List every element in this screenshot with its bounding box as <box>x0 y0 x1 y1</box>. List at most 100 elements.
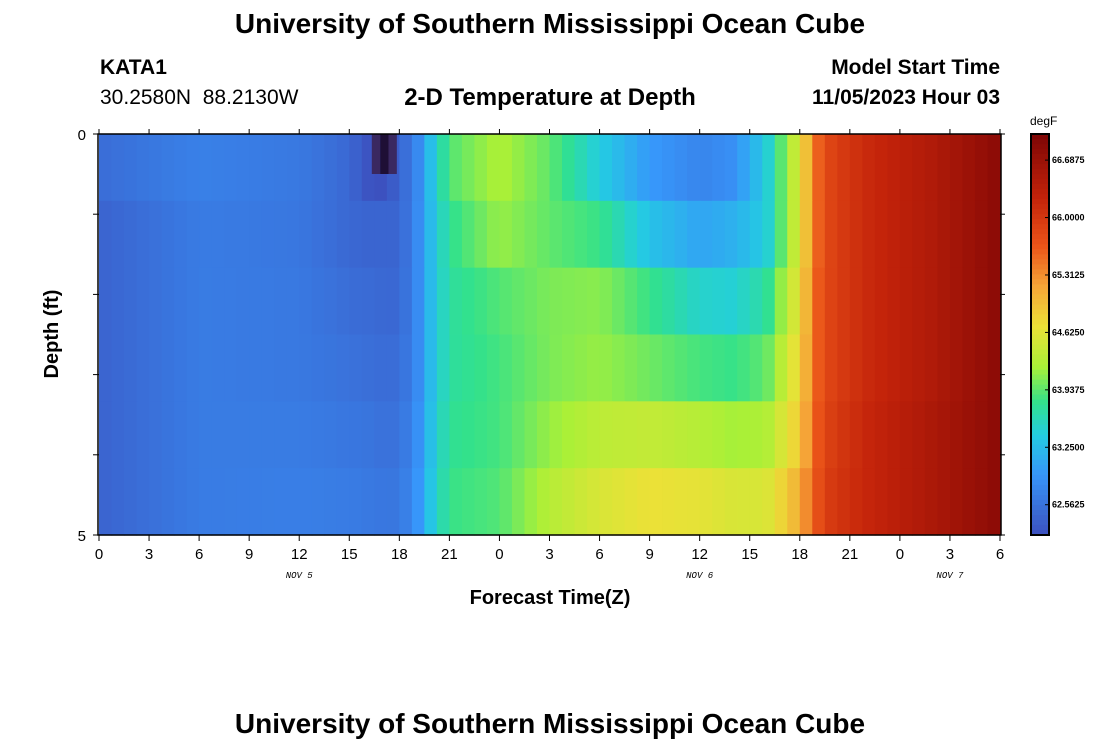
heatmap-cell <box>712 267 726 336</box>
colorbar-segment <box>1031 234 1049 240</box>
heatmap-cell <box>849 267 863 336</box>
x-tick-label: 0 <box>95 546 103 563</box>
heatmap-cell <box>436 134 450 202</box>
heatmap-cell <box>461 134 476 202</box>
heatmap-cell <box>937 401 951 469</box>
colorbar-segment <box>1031 419 1049 426</box>
heatmap-cell <box>899 134 913 202</box>
heatmap-cell <box>449 401 463 469</box>
heatmap-cell <box>99 134 113 202</box>
colorbar-segment <box>1031 314 1049 321</box>
heatmap-cell <box>887 267 901 336</box>
heatmap-cell <box>174 200 188 269</box>
heatmap-cell <box>974 401 989 469</box>
colorbar-segment <box>1031 389 1049 396</box>
x-axis-ticks: 0 3 6 9 12 15 18 21 0 3 6 9 12 15 18 21 0 3 6 NOV 5 NOV 6 NOV… <box>95 129 1004 581</box>
colorbar-label: 66.6875 <box>1052 155 1085 165</box>
heatmap-cell <box>837 334 851 402</box>
heatmap-cell <box>737 401 751 469</box>
heatmap-cell <box>799 267 813 336</box>
heatmap-cell <box>737 134 751 202</box>
heatmap-cell <box>349 401 363 469</box>
heatmap-cell <box>249 134 263 202</box>
heatmap-cell <box>599 401 613 469</box>
heatmap-cell <box>837 468 851 536</box>
heatmap-cell <box>699 334 713 402</box>
heatmap-cell <box>962 267 976 336</box>
heatmap-cell <box>236 468 250 536</box>
heatmap-cell <box>937 334 951 402</box>
heatmap-cell <box>524 468 538 536</box>
footer-title: University of Southern Mississippi Ocean… <box>234 708 866 739</box>
colorbar-segment <box>1031 384 1049 391</box>
heatmap-cell <box>674 267 688 336</box>
colorbar-segment <box>1031 404 1049 411</box>
heatmap-cell <box>712 334 726 402</box>
colorbar-segment <box>1031 454 1049 461</box>
colorbar-segment <box>1031 424 1049 431</box>
heatmap-cell <box>649 267 663 336</box>
heatmap-cell <box>486 267 501 336</box>
heatmap-cell <box>136 267 150 336</box>
heatmap-anomaly-cells <box>371 134 397 174</box>
heatmap-cell <box>399 468 413 536</box>
heatmap-cell <box>336 334 350 402</box>
heatmap-cell <box>261 401 275 469</box>
colorbar-segment <box>1031 299 1049 306</box>
heatmap-cell <box>474 134 488 202</box>
heatmap-cell <box>724 401 738 469</box>
heatmap-cell <box>361 334 375 402</box>
heatmap-cell <box>624 468 638 536</box>
heatmap-cell <box>612 334 626 402</box>
heatmap-cell <box>837 200 851 269</box>
heatmap-cell <box>587 134 601 202</box>
heatmap-cells <box>99 134 1001 536</box>
colorbar-segment <box>1031 414 1049 421</box>
heatmap-cell <box>174 267 188 336</box>
heatmap-cell <box>99 334 113 402</box>
heatmap-cell <box>236 334 250 402</box>
heatmap-cell <box>461 200 476 269</box>
heatmap-cell <box>862 334 876 402</box>
heatmap-cell <box>649 200 663 269</box>
colorbar-segment <box>1031 474 1049 481</box>
heatmap-cell <box>737 468 751 536</box>
heatmap-cell <box>149 200 163 269</box>
heatmap-cell <box>149 334 163 402</box>
heatmap-chart: 0 3 6 9 12 15 18 21 0 3 6 9 12 15 18 21 0 3 6 NOV 5 NOV 6 NOV… <box>41 114 1085 609</box>
heatmap-cell <box>361 200 375 269</box>
heatmap-cell <box>699 468 713 536</box>
heatmap-cell <box>136 134 150 202</box>
colorbar-segment <box>1031 279 1049 285</box>
heatmap-cell <box>374 401 388 469</box>
colorbar-segment <box>1031 339 1049 346</box>
heatmap-cell <box>987 200 1001 269</box>
heatmap-cell <box>574 134 588 202</box>
colorbar-segment <box>1031 184 1049 190</box>
heatmap-cell <box>424 200 438 269</box>
heatmap-cell <box>149 134 163 202</box>
colorbar-segment <box>1031 134 1049 140</box>
heatmap-cell <box>524 401 538 469</box>
heatmap-cell <box>799 134 813 202</box>
x-tick-label: 3 <box>545 546 553 563</box>
colorbar-segment <box>1031 249 1049 255</box>
heatmap-cell <box>486 401 501 469</box>
heatmap-cell <box>349 334 363 402</box>
heatmap-cell <box>399 334 413 402</box>
heatmap-cell <box>937 267 951 336</box>
heatmap-cell <box>612 401 626 469</box>
heatmap-cell <box>299 401 313 469</box>
x-tick-label: 18 <box>391 546 408 563</box>
heatmap-cell <box>974 200 989 269</box>
heatmap-cell <box>812 401 826 469</box>
heatmap-cell <box>386 401 400 469</box>
heatmap-cell <box>549 200 563 269</box>
heatmap-cell <box>136 334 150 402</box>
heatmap-cell <box>774 267 788 336</box>
heatmap-cell <box>762 200 776 269</box>
colorbar-segment <box>1031 394 1049 401</box>
heatmap-cell <box>987 334 1001 402</box>
heatmap-cell <box>674 401 688 469</box>
heatmap-cell <box>224 267 238 336</box>
